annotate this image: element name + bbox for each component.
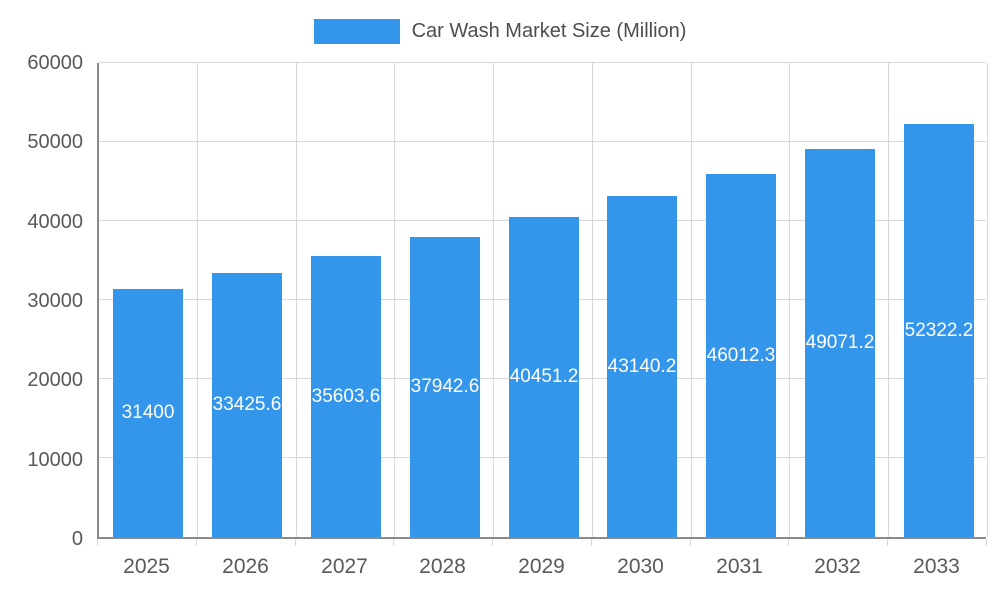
axis-tick [986, 539, 987, 546]
y-axis-tick-label: 20000 [27, 369, 83, 391]
x-axis-tick-label: 2029 [518, 555, 565, 578]
y-axis-tick-label: 40000 [27, 211, 83, 233]
bar: 49071.2 [805, 149, 875, 537]
bar-value-label: 37942.6 [410, 376, 480, 397]
x-axis-tick-label: 2033 [913, 555, 960, 578]
legend-swatch [313, 19, 400, 44]
axis-tick [393, 539, 394, 546]
y-axis-tick-label: 10000 [27, 449, 83, 471]
gridline-vertical [394, 63, 395, 537]
gridline-vertical [197, 63, 198, 537]
gridline-vertical [493, 63, 494, 537]
x-axis-tick-label: 2026 [222, 555, 269, 578]
y-axis-tick-label: 50000 [27, 131, 83, 153]
axis-tick [788, 539, 789, 546]
axis-tick [97, 539, 98, 546]
bar-value-label: 43140.2 [607, 355, 677, 377]
gridline-vertical [691, 63, 692, 537]
bar-value-label: 40451.2 [509, 366, 579, 387]
axis-tick [591, 539, 592, 546]
bar-value-label: 31400 [121, 402, 175, 423]
axis-tick [196, 539, 197, 546]
y-axis-tick-label: 30000 [27, 290, 83, 312]
bar-value-label: 33425.6 [212, 394, 282, 415]
x-axis-tick-label: 2025 [123, 555, 170, 578]
bar-value-label: 52322.2 [904, 319, 974, 341]
y-axis-tick-label: 0 [71, 528, 83, 550]
legend-title: Car Wash Market Size (Million) [411, 20, 687, 42]
y-axis-tick-label: 60000 [27, 52, 83, 74]
axis-tick [690, 539, 691, 546]
gridline-vertical [789, 63, 790, 537]
bar: 40451.2 [509, 217, 579, 537]
gridline-vertical [987, 63, 988, 537]
gridline-horizontal [99, 62, 986, 63]
axis-tick [887, 539, 888, 546]
gridline-vertical [888, 63, 889, 537]
bar: 35603.6 [311, 256, 381, 537]
bar: 43140.2 [607, 196, 677, 537]
axis-tick [492, 539, 493, 546]
x-axis-tick-label: 2032 [814, 555, 861, 578]
gridline-horizontal [99, 141, 986, 142]
x-axis-tick-label: 2031 [716, 555, 763, 578]
bar-value-label: 46012.3 [706, 344, 776, 366]
bar: 37942.6 [410, 237, 480, 537]
bar: 33425.6 [212, 273, 282, 537]
x-axis-tick-label: 2030 [617, 555, 664, 578]
x-axis-tick-label: 2027 [321, 555, 368, 578]
axis-tick [295, 539, 296, 546]
bar: 46012.3 [706, 174, 776, 537]
bar: 52322.2 [904, 124, 974, 537]
bar: 31400 [113, 289, 183, 537]
x-axis-tick-label: 2028 [419, 555, 466, 578]
chart-legend: Car Wash Market Size (Million) [0, 19, 1000, 44]
bar-value-label: 35603.6 [311, 385, 381, 407]
gridline-vertical [296, 63, 297, 537]
plot-area: 31400 33425.6 35603.6 37942.6 40451.2 43140.2… [97, 62, 988, 539]
gridline-vertical [592, 63, 593, 537]
bar-value-label: 49071.2 [805, 332, 875, 353]
